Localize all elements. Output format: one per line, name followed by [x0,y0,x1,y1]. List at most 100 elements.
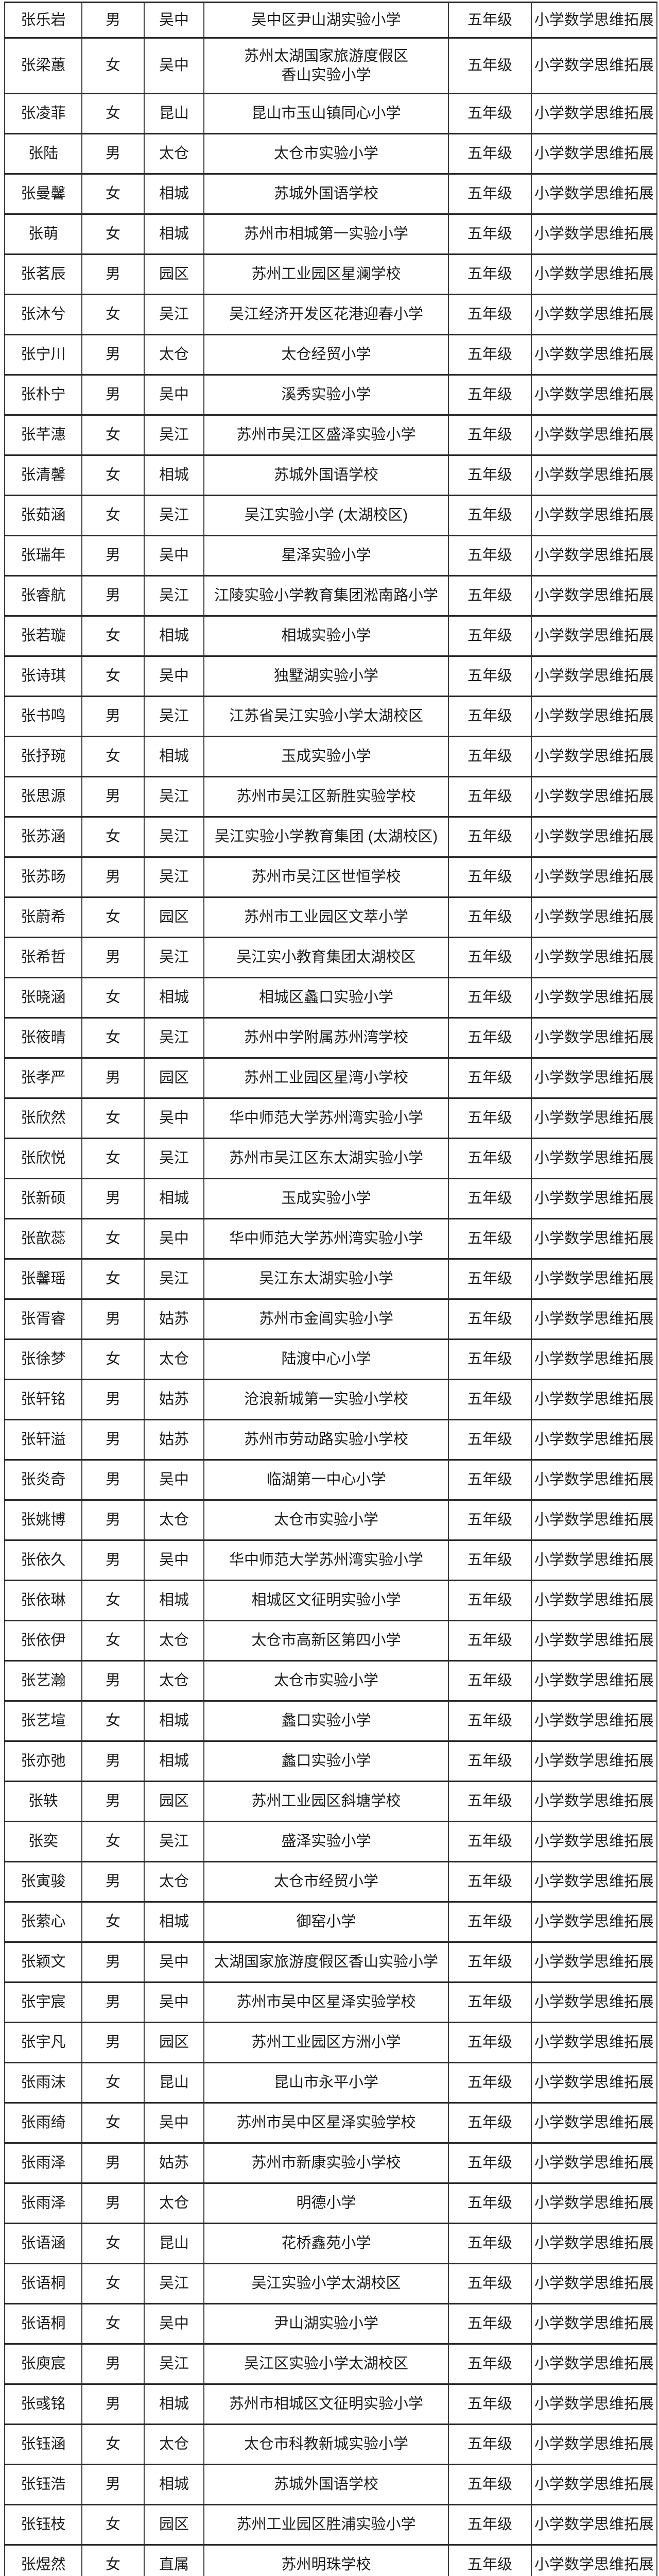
cell-gender: 男 [81,1539,145,1581]
cell-school: 吴江实小教育集团太湖校区 [203,937,449,978]
table-row: 张睿航 男 吴江 江陵实验小学教育集团淞南路小学 五年级 小学数学思维拓展 [4,575,657,617]
cell-student-name: 张艺瀚 [4,1660,82,1702]
cell-district: 园区 [144,2504,204,2546]
cell-district: 吴江 [144,2343,204,2385]
cell-district: 吴中 [144,655,204,697]
cell-student-name: 张徐梦 [4,1338,82,1380]
cell-grade: 五年级 [448,2223,532,2264]
table-row: 张雨绮 女 吴中 苏州市吴中区星泽实验学校 五年级 小学数学思维拓展 [4,2102,657,2144]
cell-course: 小学数学思维拓展 [531,1419,657,1461]
cell-grade: 五年级 [448,2383,532,2425]
cell-school: 尹山湖实验小学 [203,2303,449,2345]
cell-district: 相城 [144,1901,204,1943]
cell-gender: 女 [81,2062,145,2104]
cell-student-name: 张颖文 [4,1941,82,1983]
cell-course: 小学数学思维拓展 [531,374,657,416]
cell-school: 苏州市相城第一实验小学 [203,213,449,255]
cell-school: 苏州市相城区文征明实验小学 [203,2383,449,2425]
cell-student-name: 张茗辰 [4,253,82,295]
cell-grade: 五年级 [448,816,532,858]
cell-course: 小学数学思维拓展 [531,2182,657,2224]
cell-gender: 男 [81,1740,145,1782]
cell-school: 苏州市吴中区星泽实验学校 [203,2102,449,2144]
cell-course: 小学数学思维拓展 [531,2383,657,2425]
cell-course: 小学数学思维拓展 [531,1258,657,1300]
cell-district: 姑苏 [144,1298,204,1340]
cell-student-name: 张芊潓 [4,414,82,456]
cell-student-name: 张语桐 [4,2303,82,2345]
table-row: 张苏涵 女 吴江 吴江实验小学教育集团 (太湖校区) 五年级 小学数学思维拓展 [4,816,657,858]
cell-grade: 五年级 [448,2062,532,2104]
cell-student-name: 张思源 [4,776,82,818]
cell-district: 吴中 [144,1459,204,1501]
table-row: 张寅骏 男 太仓 太仓市经贸小学 五年级 小学数学思维拓展 [4,1861,657,1903]
cell-course: 小学数学思维拓展 [531,1620,657,1662]
cell-school: 华中师范大学苏州湾实验小学 [203,1539,449,1581]
table-row: 张语桐 女 吴中 尹山湖实验小学 五年级 小学数学思维拓展 [4,2303,657,2345]
cell-district: 相城 [144,173,204,215]
cell-student-name: 张新硕 [4,1178,82,1219]
cell-gender: 女 [81,1620,145,1662]
cell-gender: 男 [81,1660,145,1702]
cell-grade: 五年级 [448,1017,532,1059]
cell-student-name: 张钰涵 [4,2424,82,2465]
cell-student-name: 张瑞年 [4,535,82,577]
cell-gender: 女 [81,2223,145,2264]
cell-grade: 五年级 [448,2544,532,2576]
cell-gender: 男 [81,1861,145,1903]
cell-course: 小学数学思维拓展 [531,454,657,496]
cell-grade: 五年级 [448,1178,532,1219]
cell-course: 小学数学思维拓展 [531,856,657,898]
cell-grade: 五年级 [448,2424,532,2465]
cell-student-name: 张晓涵 [4,977,82,1019]
cell-district: 太仓 [144,2182,204,2224]
cell-student-name: 张语涵 [4,2223,82,2264]
cell-course: 小学数学思维拓展 [531,253,657,295]
table-row: 张徐梦 女 太仓 陆渡中心小学 五年级 小学数学思维拓展 [4,1338,657,1380]
table-row: 张宁川 男 太仓 太仓经贸小学 五年级 小学数学思维拓展 [4,334,657,376]
cell-school: 苏城外国语学校 [203,2464,449,2505]
cell-grade: 五年级 [448,1338,532,1380]
cell-gender: 男 [81,1941,145,1983]
table-row: 张欣悦 女 吴江 苏州市吴江区东太湖实验小学 五年级 小学数学思维拓展 [4,1138,657,1179]
cell-gender: 女 [81,37,145,94]
cell-course: 小学数学思维拓展 [531,334,657,376]
cell-school: 太仓市实验小学 [203,1660,449,1702]
roster-table: 张乐岩 男 吴中 吴中区尹山湖实验小学 五年级 小学数学思维拓展 张梁蕙 女 吴… [4,2,657,2576]
cell-course: 小学数学思维拓展 [531,2062,657,2104]
cell-student-name: 张茹涵 [4,495,82,536]
cell-student-name: 张歆蕊 [4,1218,82,1260]
cell-grade: 五年级 [448,2343,532,2385]
cell-grade: 五年级 [448,1700,532,1742]
cell-school: 吴江实验小学太湖校区 [203,2263,449,2304]
roster-table-body: 张乐岩 男 吴中 吴中区尹山湖实验小学 五年级 小学数学思维拓展 张梁蕙 女 吴… [4,2,657,2576]
cell-gender: 女 [81,977,145,1019]
table-row: 张欣然 女 吴中 华中师范大学苏州湾实验小学 五年级 小学数学思维拓展 [4,1097,657,1139]
cell-grade: 五年级 [448,696,532,737]
cell-gender: 男 [81,2142,145,2184]
cell-school: 苏城外国语学校 [203,454,449,496]
cell-gender: 女 [81,1821,145,1862]
cell-school: 华中师范大学苏州湾实验小学 [203,1218,449,1260]
cell-gender: 女 [81,173,145,215]
cell-student-name: 张陆 [4,133,82,175]
cell-school: 太仓市高新区第四小学 [203,1620,449,1662]
cell-gender: 男 [81,1419,145,1461]
cell-gender: 女 [81,1700,145,1742]
cell-course: 小学数学思维拓展 [531,2303,657,2345]
cell-gender: 女 [81,1258,145,1300]
cell-gender: 男 [81,2182,145,2224]
cell-grade: 五年级 [448,1459,532,1501]
cell-school: 沧浪新城第一实验小学校 [203,1379,449,1420]
cell-gender: 男 [81,1981,145,2023]
cell-school: 太仓市实验小学 [203,133,449,175]
cell-district: 相城 [144,615,204,657]
cell-district: 相城 [144,1740,204,1782]
cell-student-name: 张梁蕙 [4,37,82,94]
cell-student-name: 张姚博 [4,1499,82,1541]
cell-gender: 女 [81,1901,145,1943]
cell-student-name: 张欣悦 [4,1138,82,1179]
cell-grade: 五年级 [448,1419,532,1461]
table-row: 张瑞年 男 吴中 星泽实验小学 五年级 小学数学思维拓展 [4,535,657,577]
cell-gender: 女 [81,1338,145,1380]
